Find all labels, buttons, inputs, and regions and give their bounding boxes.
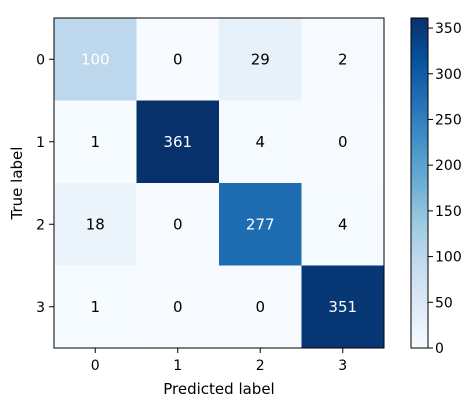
y-tick-label: 3	[36, 300, 45, 316]
plot-frame	[53, 17, 385, 349]
heatmap-cell	[219, 100, 302, 184]
x-tick-label: 1	[173, 358, 182, 374]
heatmap-cell	[301, 265, 385, 349]
cell-value-label: 0	[173, 298, 183, 316]
heatmap-cell	[54, 18, 137, 101]
cell-value-label: 4	[338, 215, 348, 233]
cell-value-label: 0	[173, 50, 183, 68]
y-axis-ticks: 0 1 2 3	[36, 52, 54, 316]
x-axis-ticks: 0 1 2 3	[91, 348, 347, 374]
x-tick-label: 0	[91, 358, 100, 374]
cell-value-label: 1	[90, 298, 100, 316]
cell-value-label: 1	[90, 133, 100, 151]
y-axis-title: True label	[8, 147, 26, 221]
colorbar-tick-label: 350	[435, 21, 462, 37]
y-tick-label: 1	[36, 135, 45, 151]
heatmap-cell	[219, 183, 302, 266]
x-axis-title: Predicted label	[163, 380, 274, 398]
heatmap-cell	[301, 100, 385, 184]
cell-value-label: 18	[86, 215, 105, 233]
heatmap-cells	[54, 18, 385, 349]
heatmap-cell	[301, 183, 385, 266]
cell-value-label: 0	[173, 215, 183, 233]
colorbar-tick-label: 250	[435, 112, 462, 128]
heatmap-cell	[54, 100, 137, 184]
colorbar-ticks: 0 50 100 150 200 250 300 350	[428, 21, 462, 357]
cell-value-label: 0	[338, 133, 348, 151]
heatmap-cell	[301, 18, 385, 101]
heatmap-cell	[136, 100, 220, 184]
heatmap-cell	[136, 265, 220, 349]
cell-value-labels: 100 0 29 21 361 4 018 0 277 41 0 0 351	[81, 50, 357, 316]
colorbar-tick-label: 200	[435, 158, 462, 174]
colorbar-tick-label: 0	[435, 341, 444, 357]
colorbar-tick-label: 300	[435, 67, 462, 83]
cell-value-label: 0	[255, 298, 265, 316]
heatmap-cell	[219, 265, 302, 349]
heatmap-cell	[136, 18, 220, 101]
colorbar-gradient	[410, 17, 429, 349]
heatmap-cell	[219, 18, 302, 101]
cell-value-label: 4	[255, 133, 265, 151]
x-tick-label: 3	[338, 358, 347, 374]
cell-value-label: 100	[81, 50, 110, 68]
colorbar-tick-label: 100	[435, 250, 462, 266]
cell-value-label: 29	[251, 50, 270, 68]
heatmap-cell	[54, 183, 137, 266]
heatmap-cell	[54, 265, 137, 349]
y-tick-label: 0	[36, 52, 45, 68]
cell-value-label: 361	[163, 133, 192, 151]
y-tick-label: 2	[36, 217, 45, 233]
colorbar: 0 50 100 150 200 250 300 350	[410, 17, 462, 357]
heatmap-cell	[136, 183, 220, 266]
colorbar-tick-label: 50	[435, 295, 453, 311]
cell-value-label: 351	[328, 298, 357, 316]
cell-value-label: 277	[246, 215, 275, 233]
x-tick-label: 2	[256, 358, 265, 374]
cell-value-label: 2	[338, 50, 348, 68]
colorbar-tick-label: 150	[435, 204, 462, 220]
